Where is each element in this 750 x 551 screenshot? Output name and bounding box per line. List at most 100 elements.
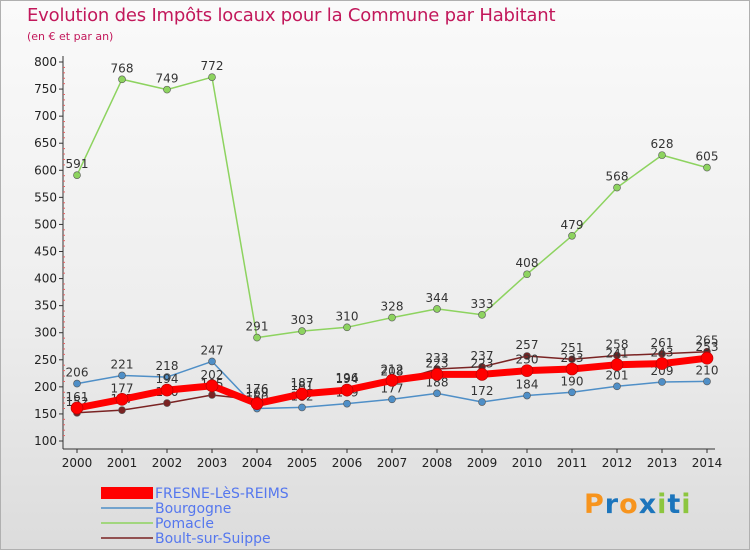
data-label: 194 xyxy=(156,372,179,386)
data-point xyxy=(115,393,129,406)
data-label: 221 xyxy=(111,357,134,371)
data-label: 187 xyxy=(291,376,314,390)
y-tick-label: 750 xyxy=(34,82,57,96)
data-point xyxy=(433,389,441,398)
data-point xyxy=(205,379,219,393)
data-point xyxy=(565,362,579,376)
data-point xyxy=(658,151,666,159)
y-tick-label: 700 xyxy=(34,109,57,123)
data-label: 233 xyxy=(426,351,449,365)
data-label: 184 xyxy=(516,378,539,392)
data-label: 176 xyxy=(246,382,269,396)
data-point xyxy=(613,382,621,391)
data-point xyxy=(478,311,486,319)
data-point xyxy=(73,379,81,388)
y-tick-label: 450 xyxy=(34,245,57,259)
data-label: 230 xyxy=(516,353,539,367)
data-label: 169 xyxy=(246,386,269,400)
data-label: 223 xyxy=(426,356,449,370)
proxiti-logo: Proxiti xyxy=(584,489,692,520)
series-line xyxy=(76,76,708,339)
data-point xyxy=(118,406,126,414)
x-tick-label: 2013 xyxy=(647,456,678,470)
data-label: 257 xyxy=(516,338,539,352)
data-label: 568 xyxy=(606,170,629,184)
x-tick-label: 2014 xyxy=(692,456,723,470)
data-label: 172 xyxy=(471,384,494,398)
legend-label: Pomacle xyxy=(155,516,214,532)
data-label: 628 xyxy=(651,137,674,151)
data-label: 210 xyxy=(696,363,719,377)
data-point xyxy=(385,374,399,387)
y-tick-label: 100 xyxy=(34,434,57,448)
logo-letter: i xyxy=(681,489,692,520)
data-label: 591 xyxy=(66,157,89,171)
data-label: 344 xyxy=(426,291,449,305)
x-tick-label: 2001 xyxy=(107,456,138,470)
data-point xyxy=(658,378,666,386)
legend: FRESNE-LèS-REIMSBourgognePomacleBoult-su… xyxy=(101,486,289,547)
data-point xyxy=(475,368,489,381)
data-point xyxy=(610,358,624,371)
data-label: 310 xyxy=(336,309,359,323)
x-tick-label: 2000 xyxy=(62,456,93,470)
data-point xyxy=(118,371,126,380)
x-tick-label: 2002 xyxy=(152,456,183,470)
data-point xyxy=(700,351,714,365)
x-tick-label: 2003 xyxy=(197,456,228,470)
y-tick-label: 200 xyxy=(34,380,57,394)
data-point xyxy=(253,333,261,342)
data-label: 161 xyxy=(66,390,89,404)
data-label: 328 xyxy=(381,300,404,314)
data-label: 772 xyxy=(201,59,224,73)
legend-label: FRESNE-LèS-REIMS xyxy=(155,486,289,502)
data-label: 223 xyxy=(471,356,494,370)
data-point xyxy=(433,305,441,313)
x-tick-label: 2008 xyxy=(422,456,453,470)
y-tick-label: 800 xyxy=(34,55,57,69)
y-tick-label: 400 xyxy=(34,272,57,286)
chart-title: Evolution des Impôts locaux pour la Comm… xyxy=(27,5,556,26)
x-tick-label: 2010 xyxy=(512,456,543,470)
data-point xyxy=(523,391,531,400)
data-label: 194 xyxy=(336,372,359,386)
data-point xyxy=(118,75,126,84)
chart-subtitle: (en € et par an) xyxy=(27,30,114,43)
data-label: 201 xyxy=(606,368,629,382)
y-tick-label: 500 xyxy=(34,217,57,231)
data-label: 247 xyxy=(201,343,224,357)
data-label: 212 xyxy=(381,362,404,376)
logo-letter: o xyxy=(619,489,639,520)
x-tick-label: 2005 xyxy=(287,456,318,470)
data-label: 605 xyxy=(696,150,719,164)
data-point xyxy=(343,323,351,332)
data-point xyxy=(430,368,444,381)
data-label: 206 xyxy=(66,366,89,380)
data-point xyxy=(523,352,531,360)
data-label: 218 xyxy=(156,359,179,373)
data-point xyxy=(70,401,84,415)
data-label: 253 xyxy=(696,340,719,354)
logo-letter: r xyxy=(604,489,620,520)
data-point xyxy=(73,171,81,179)
data-point xyxy=(520,364,534,377)
x-tick-label: 2009 xyxy=(467,456,498,470)
data-label: 233 xyxy=(561,351,584,365)
y-tick-label: 300 xyxy=(34,326,57,340)
x-tick-label: 2006 xyxy=(332,456,363,470)
data-label: 241 xyxy=(606,347,629,361)
x-tick-label: 2007 xyxy=(377,456,408,470)
data-label: 251 xyxy=(561,341,584,355)
logo-letter: P xyxy=(584,489,605,520)
data-label: 188 xyxy=(426,375,449,389)
data-label: 202 xyxy=(201,368,224,382)
y-tick-label: 650 xyxy=(34,136,57,150)
data-point xyxy=(160,383,174,397)
x-tick-label: 2004 xyxy=(242,456,273,470)
x-tick-label: 2011 xyxy=(557,456,588,470)
data-label: 177 xyxy=(111,381,134,395)
data-point xyxy=(343,399,351,408)
data-point xyxy=(208,73,216,81)
